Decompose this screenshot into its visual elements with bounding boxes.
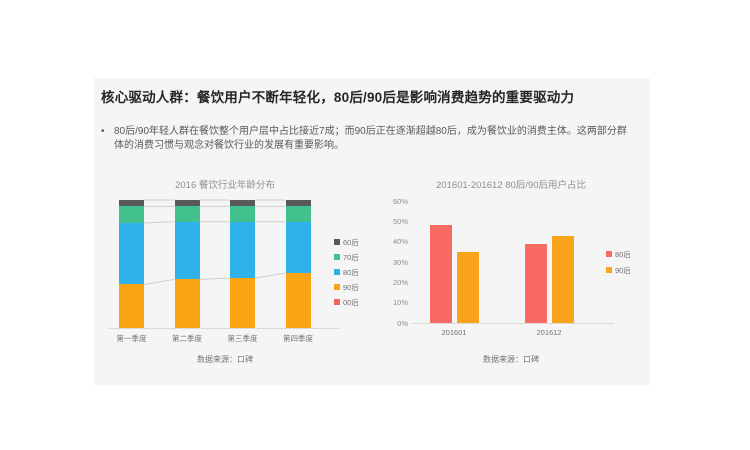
y-axis-label: 30% — [392, 257, 408, 267]
bar-90后-201612 — [551, 235, 574, 323]
legend-label: 90后 — [615, 265, 631, 275]
y-axis-label: 40% — [392, 237, 408, 247]
stack-segment-60后 — [285, 200, 311, 207]
bullet-text: 80后/90年轻人群在餐饮整个用户层中占比接近7成；而90后正在逐渐超越80后，… — [114, 126, 627, 151]
x-axis-label: 第三季度 — [227, 334, 258, 343]
x-axis-label: 第一季度 — [116, 334, 147, 343]
legend-item-70后: 70后 — [334, 252, 359, 262]
stack-segment-80后 — [285, 221, 311, 273]
legend-swatch-icon — [334, 269, 340, 275]
stack-segment-80后 — [119, 223, 144, 285]
series-connector-lines — [143, 199, 286, 285]
y-axis-label: 50% — [392, 216, 408, 226]
y-axis-label: 10% — [392, 298, 408, 308]
legend-label: 60后 — [343, 237, 359, 247]
stack-segment-90后 — [230, 278, 255, 328]
stack-segment-80后 — [174, 221, 200, 280]
series-line — [143, 278, 175, 285]
stack-segment-60后 — [174, 200, 200, 207]
bar-80后-201601 — [429, 225, 452, 323]
stack-segment-70后 — [119, 206, 144, 224]
x-axis-line — [108, 328, 340, 329]
age-distribution-chart: 第一季度 第二季度 第三季度 第四季度 60后 70后 80后 90后 00后 — [94, 78, 650, 385]
x-axis-line — [412, 323, 614, 324]
x-axis-label: 201612 — [536, 328, 562, 337]
legend-swatch-icon — [334, 284, 340, 290]
stack-segment-90后 — [174, 279, 200, 328]
series-line — [254, 272, 286, 279]
stack-segment-80后 — [230, 221, 255, 279]
legend-label: 90后 — [343, 282, 359, 292]
age-chart-data-source: 数据来源：口碑 — [197, 355, 253, 364]
bar-90后-201601 — [456, 251, 479, 323]
series-line — [199, 277, 231, 280]
legend-swatch-icon — [334, 299, 340, 305]
legend-swatch-icon — [606, 251, 612, 257]
legend-item-80后: 80后 — [334, 267, 359, 277]
stack-segment-90后 — [285, 272, 311, 328]
share-chart-data-source: 数据来源：口碑 — [483, 355, 539, 364]
x-axis-label: 第二季度 — [172, 334, 202, 343]
bullet-marker: • — [101, 126, 105, 137]
legend-label: 80后 — [343, 267, 359, 277]
legend-item-00后: 00后 — [334, 297, 359, 307]
series-line — [143, 221, 175, 224]
age-chart-title: 2016 餐饮行业年龄分布 — [175, 180, 275, 191]
stack-segment-60后 — [119, 200, 144, 207]
slide-title: 核心驱动人群：餐饮用户不断年轻化，80后/90后是影响消费趋势的重要驱动力 — [101, 90, 575, 105]
legend-swatch-icon — [334, 254, 340, 260]
legend-item-60后: 60后 — [334, 237, 359, 247]
stack-segment-70后 — [174, 206, 200, 222]
legend-label: 80后 — [615, 249, 631, 259]
y-axis-label: 0% — [397, 318, 408, 328]
x-axis-label: 201601 — [441, 328, 467, 337]
share-chart-title: 201601-201612 80后/90后用户占比 — [436, 180, 586, 191]
legend-label: 70后 — [343, 252, 359, 262]
bullet-item: • 80后/90年轻人群在餐饮整个用户层中占比接近7成；而90后正在逐渐超越80… — [101, 125, 629, 152]
legend-item-90后: 90后 — [606, 265, 631, 275]
stack-segment-60后 — [230, 200, 255, 207]
legend-label: 00后 — [343, 297, 359, 307]
y-axis-label: 60% — [392, 196, 408, 206]
legend-swatch-icon — [606, 267, 612, 273]
legend-swatch-icon — [334, 239, 340, 245]
bar-80后-201612 — [524, 243, 547, 323]
slide-card: 核心驱动人群：餐饮用户不断年轻化，80后/90后是影响消费趋势的重要驱动力 • … — [94, 78, 650, 385]
stack-segment-90后 — [119, 284, 144, 328]
user-share-chart: 0% 10% 20% 30% 40% 50% 60% 201601 201612 80后 90后 — [94, 78, 650, 385]
legend-item-90后: 90后 — [334, 282, 359, 292]
x-axis-label: 第四季度 — [283, 334, 313, 343]
stack-segment-70后 — [285, 206, 311, 222]
stack-segment-70后 — [230, 206, 255, 222]
legend-item-80后: 80后 — [606, 249, 631, 259]
y-axis-label: 20% — [392, 277, 408, 287]
